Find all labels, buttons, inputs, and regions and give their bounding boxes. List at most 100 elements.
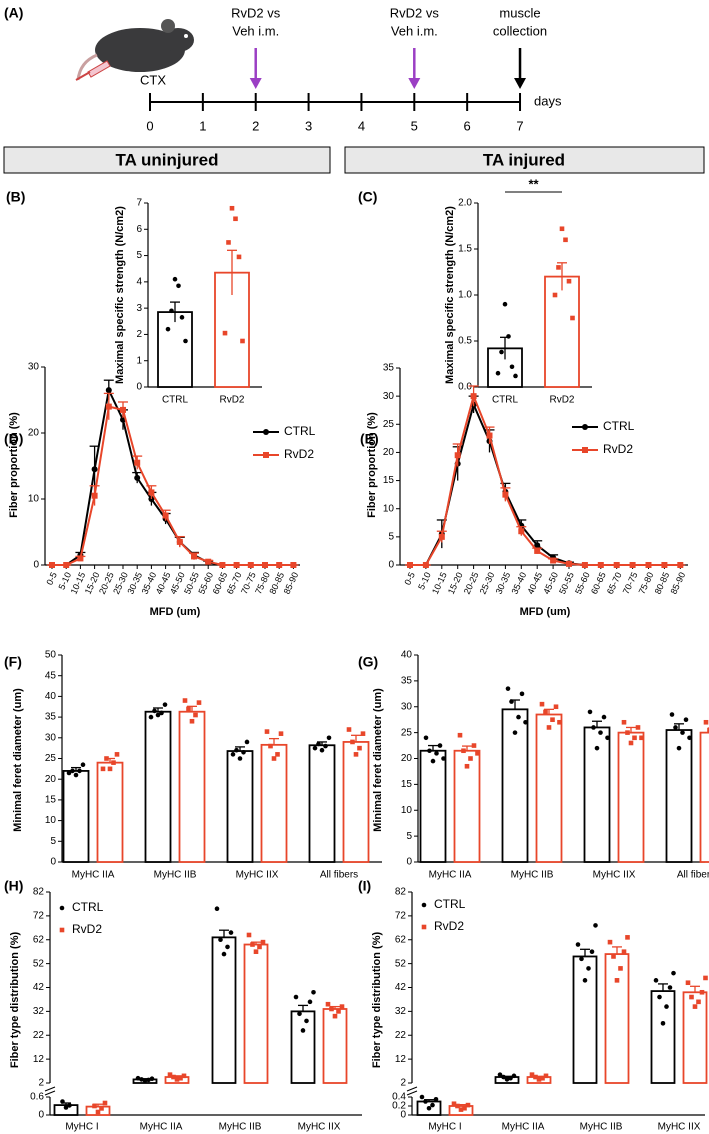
data-point: [246, 932, 252, 938]
bar: [144, 710, 172, 863]
timeline-day: 7: [516, 118, 523, 133]
data-point: [162, 702, 168, 707]
y-axis-label: Maximal specific strength (N/cm2): [114, 206, 126, 384]
bar: [604, 953, 630, 1084]
y-tick-label: 0.5: [458, 336, 472, 347]
data-point: [230, 752, 236, 757]
series-line: [410, 401, 681, 566]
data-point: [475, 751, 480, 756]
timeline-start: CTX: [140, 72, 166, 87]
data-point: [275, 752, 280, 757]
mouse-illustration: [75, 19, 194, 81]
data-point: [205, 558, 212, 565]
data-point: [605, 735, 610, 741]
data-point: [357, 745, 362, 751]
data-point: [501, 1074, 506, 1080]
data-point: [222, 330, 228, 336]
data-point: [91, 492, 98, 499]
data-point: [196, 700, 202, 705]
y-tick-label: 42: [33, 982, 45, 993]
timeline-day: 0: [146, 118, 153, 133]
y-tick-label: 52: [395, 958, 407, 969]
y-tick-label: 82: [33, 887, 45, 898]
data-point: [497, 1072, 503, 1077]
x-tick-label: CTRL: [492, 395, 519, 406]
x-tick-label: 0-5: [402, 571, 417, 587]
x-tick-label: All fibers: [677, 870, 709, 881]
data-point: [319, 747, 325, 753]
data-point: [509, 699, 514, 704]
data-point: [471, 743, 477, 748]
data-point: [509, 364, 515, 370]
data-point: [546, 725, 552, 730]
data-point: [540, 1075, 545, 1081]
bar: [572, 955, 598, 1084]
y-tick-label: 5: [388, 531, 394, 542]
y-tick-label: 72: [33, 911, 45, 922]
data-point: [653, 978, 659, 983]
data-point: [353, 752, 359, 757]
data-point: [495, 370, 501, 376]
data-point: [193, 712, 198, 718]
event-arrowhead: [249, 78, 262, 89]
y-tick-label: 30: [383, 391, 395, 402]
data-point: [566, 278, 572, 284]
data-point: [159, 710, 164, 716]
y-tick-label: 20: [28, 428, 40, 439]
data-point: [550, 557, 557, 564]
x-tick-label: MyHC IIA: [429, 870, 472, 881]
data-point: [304, 1018, 309, 1024]
data-point: [237, 756, 243, 761]
data-point: [234, 747, 239, 753]
data-point: [519, 691, 525, 697]
data-point: [614, 978, 620, 983]
data-point: [629, 562, 636, 568]
data-point: [312, 745, 318, 751]
bar: [211, 936, 237, 1084]
data-point: [505, 686, 511, 691]
data-point: [360, 731, 366, 736]
data-point: [263, 452, 269, 458]
x-tick-label: MyHC IIB: [154, 870, 197, 881]
x-tick-label: 5-10: [416, 571, 433, 592]
data-point: [92, 1103, 97, 1109]
y-tick-label: 6: [136, 224, 142, 235]
data-point: [677, 562, 684, 568]
data-point: [218, 937, 223, 943]
y-tick-label: 25: [401, 727, 413, 738]
bar: [290, 1010, 316, 1084]
data-point: [264, 729, 270, 734]
section-box: [344, 146, 705, 174]
data-point: [598, 730, 603, 735]
data-point: [325, 1001, 331, 1007]
data-point: [508, 1075, 513, 1081]
data-point: [339, 1004, 345, 1009]
event-label: muscle: [499, 5, 540, 20]
data-point: [433, 1096, 439, 1102]
y-tick-label: 7: [136, 198, 142, 209]
timeline-day: 5: [411, 118, 418, 133]
data-point: [244, 739, 250, 745]
y-tick-label: 15: [383, 475, 395, 486]
data-point: [611, 954, 616, 959]
data-point: [645, 562, 652, 568]
data-point: [346, 727, 352, 732]
data-point: [152, 708, 157, 714]
y-tick-label: 0: [38, 1110, 44, 1121]
data-point: [421, 902, 427, 908]
data-point: [618, 966, 623, 971]
y-axis-label: Minimal feret diameter (um): [12, 688, 24, 832]
data-point: [685, 980, 691, 986]
data-point: [139, 1077, 144, 1082]
panel-label: (B): [6, 189, 25, 205]
x-tick-label: 0-5: [44, 571, 59, 587]
timeline-day: 2: [252, 118, 259, 133]
data-point: [566, 560, 572, 567]
y-tick-label: 0.6: [30, 1092, 44, 1103]
data-point: [676, 745, 682, 751]
bar: [243, 943, 269, 1084]
data-point: [102, 1100, 108, 1106]
data-point: [162, 512, 169, 519]
data-point: [60, 1099, 65, 1104]
bar: [96, 761, 124, 863]
